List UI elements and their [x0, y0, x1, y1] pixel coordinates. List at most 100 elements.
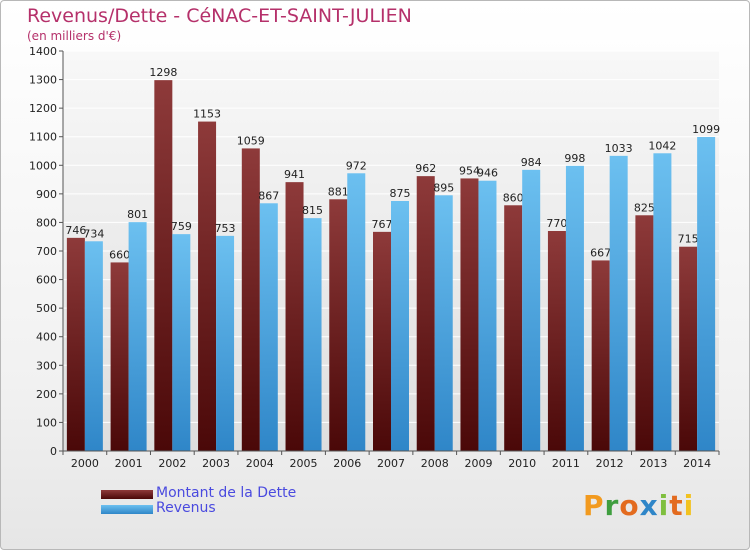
legend-label-revenus: Revenus [156, 500, 216, 516]
x-tick-label: 2014 [683, 457, 711, 470]
data-label-revenus-2005: 815 [302, 204, 323, 217]
bar-revenus-2005 [303, 218, 322, 451]
logo-letter: P [583, 489, 605, 522]
y-tick-label: 800 [36, 216, 57, 229]
bar-revenus-2004 [259, 203, 278, 451]
x-tick-label: 2007 [377, 457, 405, 470]
data-label-revenus-2006: 972 [346, 159, 367, 172]
data-label-dette-2014: 715 [678, 233, 699, 246]
bar-dette-2000 [66, 237, 85, 451]
x-tick-label: 2009 [464, 457, 492, 470]
y-tick-label: 500 [36, 302, 57, 315]
data-label-revenus-2004: 867 [258, 189, 279, 202]
data-label-dette-2010: 860 [503, 191, 524, 204]
y-tick-label: 900 [36, 188, 57, 201]
data-label-dette-2008: 962 [415, 162, 436, 175]
y-tick-label: 300 [36, 359, 57, 372]
data-label-dette-2000: 746 [65, 224, 86, 237]
legend-swatch-revenus [101, 505, 153, 514]
data-label-dette-2003: 1153 [193, 108, 221, 121]
x-tick-label: 2005 [290, 457, 318, 470]
data-label-revenus-2014: 1099 [692, 123, 720, 136]
data-label-dette-2012: 667 [590, 246, 611, 259]
y-tick-label: 1300 [29, 74, 57, 87]
x-tick-label: 2000 [71, 457, 99, 470]
bar-dette-2003 [198, 121, 217, 452]
y-tick-label: 700 [36, 245, 57, 258]
data-label-dette-2006: 881 [328, 185, 349, 198]
y-tick-label: 400 [36, 331, 57, 344]
x-tick-label: 2010 [508, 457, 536, 470]
bar-revenus-2001 [128, 222, 147, 451]
bar-dette-2014 [679, 246, 698, 451]
bar-dette-2006 [329, 199, 348, 451]
bar-dette-2007 [373, 231, 391, 451]
data-label-revenus-2007: 875 [390, 187, 411, 200]
x-tick-label: 2013 [639, 457, 667, 470]
y-tick-label: 1100 [29, 131, 57, 144]
y-tick-label: 100 [36, 416, 57, 429]
data-label-dette-2007: 767 [372, 218, 393, 231]
bar-revenus-2006 [347, 173, 366, 452]
x-tick-label: 2011 [552, 457, 580, 470]
bar-revenus-2011 [565, 165, 584, 451]
legend-swatch-dette [101, 490, 153, 499]
bar-revenus-2003 [216, 235, 235, 451]
bar-dette-2013 [635, 215, 654, 451]
x-tick-label: 2008 [421, 457, 449, 470]
bar-revenus-2009 [478, 180, 497, 451]
bar-revenus-2008 [434, 195, 453, 451]
data-label-revenus-2010: 984 [521, 156, 542, 169]
logo-letter: o [619, 489, 640, 522]
data-label-revenus-2002: 759 [171, 220, 192, 233]
bar-revenus-2007 [391, 201, 409, 451]
bar-dette-2001 [110, 262, 129, 451]
data-label-revenus-2009: 946 [477, 167, 498, 180]
y-tick-label: 1000 [29, 159, 57, 172]
x-tick-label: 2001 [115, 457, 143, 470]
data-label-dette-2004: 1059 [237, 134, 265, 147]
bar-revenus-2002 [172, 234, 191, 451]
x-tick-label: 2012 [596, 457, 624, 470]
data-label-revenus-2003: 753 [215, 222, 236, 235]
bar-dette-2012 [591, 260, 610, 451]
data-label-revenus-2012: 1033 [605, 142, 633, 155]
data-label-dette-2001: 660 [109, 248, 130, 261]
x-tick-label: 2004 [246, 457, 274, 470]
y-tick-label: 0 [50, 445, 57, 458]
data-label-dette-2009: 954 [459, 164, 480, 177]
x-tick-label: 2006 [333, 457, 361, 470]
proxiti-logo: Proxiti [583, 489, 694, 522]
chart-subtitle: (en milliers d'€) [27, 29, 122, 43]
bar-dette-2004 [241, 148, 260, 451]
data-label-revenus-2011: 998 [564, 152, 585, 165]
data-label-dette-2011: 770 [546, 217, 567, 230]
bar-dette-2010 [504, 205, 523, 451]
x-tick-label: 2002 [158, 457, 186, 470]
logo-letter: r [604, 489, 620, 522]
chart-title: Revenus/Dette - CéNAC-ET-SAINT-JULIEN [27, 5, 412, 27]
logo-letter: i [658, 489, 670, 522]
data-label-revenus-2008: 895 [433, 181, 454, 194]
bar-dette-2002 [154, 80, 173, 452]
logo-letter: x [639, 489, 659, 522]
logo-letter: i [683, 489, 695, 522]
y-tick-label: 1400 [29, 45, 57, 58]
data-label-dette-2005: 941 [284, 168, 305, 181]
bar-revenus-2000 [84, 241, 103, 451]
bar-dette-2009 [460, 178, 479, 451]
data-label-dette-2002: 1298 [149, 66, 177, 79]
y-tick-label: 600 [36, 274, 57, 287]
bar-dette-2005 [285, 182, 304, 451]
bar-revenus-2014 [697, 137, 716, 451]
y-tick-label: 200 [36, 388, 57, 401]
data-label-revenus-2013: 1042 [648, 139, 676, 152]
bar-revenus-2013 [653, 153, 672, 452]
data-label-revenus-2000: 734 [83, 227, 104, 240]
y-tick-label: 1200 [29, 102, 57, 115]
data-label-revenus-2001: 801 [127, 208, 148, 221]
x-tick-label: 2003 [202, 457, 230, 470]
logo-letter: t [669, 489, 684, 522]
